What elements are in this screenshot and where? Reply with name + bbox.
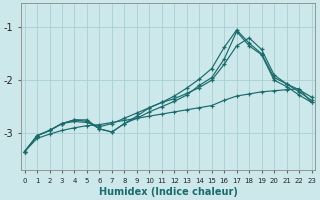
X-axis label: Humidex (Indice chaleur): Humidex (Indice chaleur) xyxy=(99,187,237,197)
